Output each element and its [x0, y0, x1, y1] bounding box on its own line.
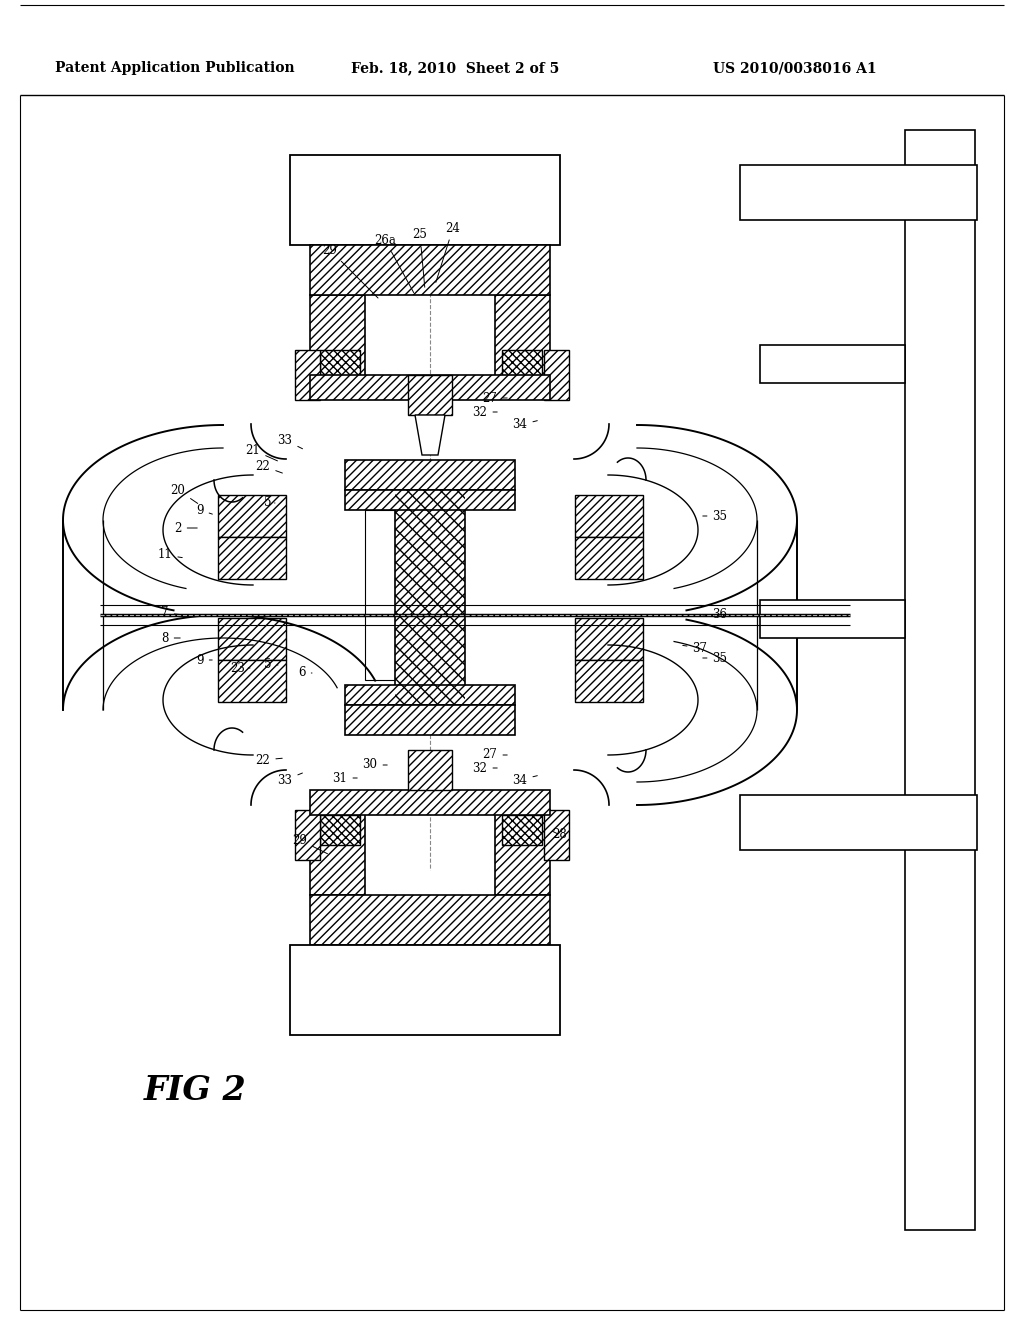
Bar [495, 810, 550, 895]
Bar [310, 895, 550, 945]
Bar [495, 294, 550, 380]
Text: Feb. 18, 2010  Sheet 2 of 5: Feb. 18, 2010 Sheet 2 of 5 [351, 61, 559, 75]
Text: 32: 32 [472, 762, 498, 775]
Text: 22: 22 [256, 754, 283, 767]
Bar [310, 246, 550, 294]
Text: FIG 2: FIG 2 [143, 1073, 247, 1106]
Bar [218, 537, 286, 579]
Bar [310, 294, 365, 380]
Text: 9: 9 [197, 653, 212, 667]
Bar [365, 510, 395, 680]
Polygon shape [415, 414, 445, 455]
Bar [395, 490, 465, 705]
Text: 8: 8 [162, 631, 180, 644]
Bar [502, 350, 542, 380]
Text: 5: 5 [264, 496, 275, 510]
Text: 5: 5 [264, 659, 278, 672]
Text: 28: 28 [553, 829, 567, 842]
Text: US 2010/0038016 A1: US 2010/0038016 A1 [713, 61, 877, 75]
Bar [760, 601, 905, 638]
Text: 9: 9 [197, 503, 212, 516]
Text: 7: 7 [161, 606, 182, 619]
Text: 33: 33 [278, 433, 302, 449]
Bar [290, 945, 560, 1035]
Bar [218, 495, 286, 537]
Bar [740, 795, 977, 850]
Text: 22: 22 [256, 459, 283, 473]
Text: 27: 27 [482, 748, 507, 762]
Bar [502, 814, 542, 845]
Bar [310, 789, 550, 814]
Text: 35: 35 [702, 652, 727, 664]
Bar [395, 490, 465, 705]
Text: Patent Application Publication: Patent Application Publication [55, 61, 295, 75]
Bar [575, 618, 643, 660]
Bar [408, 375, 452, 414]
Polygon shape [415, 755, 445, 789]
Bar [345, 459, 515, 490]
Text: 2: 2 [174, 521, 198, 535]
Text: 11: 11 [158, 549, 182, 561]
Bar [310, 375, 550, 400]
Text: 30: 30 [362, 759, 387, 771]
Text: 34: 34 [512, 418, 538, 432]
Text: 6: 6 [298, 667, 312, 680]
Bar [295, 810, 319, 861]
Bar [319, 814, 360, 845]
Bar [544, 350, 569, 400]
Text: 24: 24 [436, 222, 461, 282]
Bar [218, 618, 286, 660]
Bar [575, 495, 643, 537]
Bar [310, 810, 365, 895]
Text: 31: 31 [333, 771, 357, 784]
Text: 26a: 26a [374, 234, 414, 293]
Bar [575, 537, 643, 579]
Bar [408, 750, 452, 789]
Bar [290, 154, 560, 246]
Text: 21: 21 [246, 444, 278, 461]
Text: 37: 37 [683, 642, 708, 655]
Bar [345, 685, 515, 705]
Bar [575, 660, 643, 702]
Text: 27: 27 [482, 392, 507, 404]
Bar [319, 350, 360, 380]
Text: 35: 35 [702, 510, 727, 523]
Bar [740, 165, 977, 220]
Bar [544, 810, 569, 861]
Text: 25: 25 [413, 228, 427, 288]
Text: 34: 34 [512, 774, 538, 787]
Bar [760, 345, 905, 383]
Bar [345, 705, 515, 735]
Bar [905, 129, 975, 1230]
Text: 23: 23 [230, 661, 250, 675]
Text: 29: 29 [293, 833, 328, 854]
Text: 32: 32 [472, 405, 498, 418]
Text: 20: 20 [171, 483, 198, 503]
Bar [218, 660, 286, 702]
Text: 33: 33 [278, 774, 302, 787]
Text: 29: 29 [323, 243, 378, 298]
Text: 36: 36 [702, 609, 727, 622]
Bar [345, 490, 515, 510]
Bar [295, 350, 319, 400]
